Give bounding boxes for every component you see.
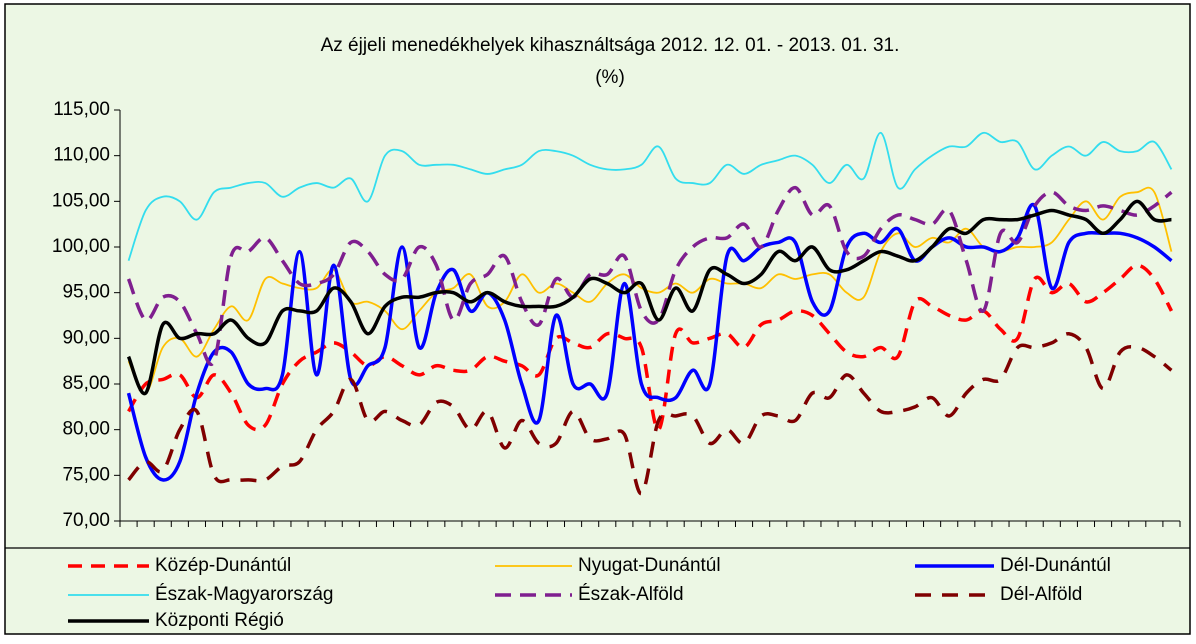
series-line xyxy=(126,199,1172,396)
legend-label: Közép-Dunántúl xyxy=(155,555,291,576)
y-tick-label: 90,00 xyxy=(62,327,110,348)
series-line xyxy=(127,131,1173,261)
chart-frame xyxy=(4,3,1191,635)
y-tick-label: 105,00 xyxy=(52,190,110,211)
y-tick-label: 115,00 xyxy=(53,99,110,120)
legend-label: Nyugat-Dunántúl xyxy=(578,555,721,576)
series-line xyxy=(127,332,1173,496)
y-tick-label: 110,00 xyxy=(53,145,110,166)
y-tick-label: 100,00 xyxy=(52,236,110,257)
chart-title: Az éjjeli menedékhelyek kihasználtsága 2… xyxy=(321,35,900,56)
y-tick-label: 95,00 xyxy=(62,282,110,303)
y-tick-label: 75,00 xyxy=(62,464,110,485)
series-line xyxy=(126,202,1173,482)
y-tick-label: 80,00 xyxy=(62,419,110,440)
y-tick-label: 70,00 xyxy=(62,510,110,531)
legend-label: Dél-Dunántúl xyxy=(1000,555,1111,576)
legend-label: Dél-Alföld xyxy=(1000,584,1082,605)
legend-label: Észak-Alföld xyxy=(578,584,684,605)
legend-label: Központi Régió xyxy=(155,610,284,631)
series-line xyxy=(127,263,1174,432)
legend-label: Észak-Magyarország xyxy=(155,584,333,605)
chart-subtitle: (%) xyxy=(595,67,625,88)
series-line xyxy=(126,185,1173,366)
y-tick-label: 85,00 xyxy=(62,373,110,394)
